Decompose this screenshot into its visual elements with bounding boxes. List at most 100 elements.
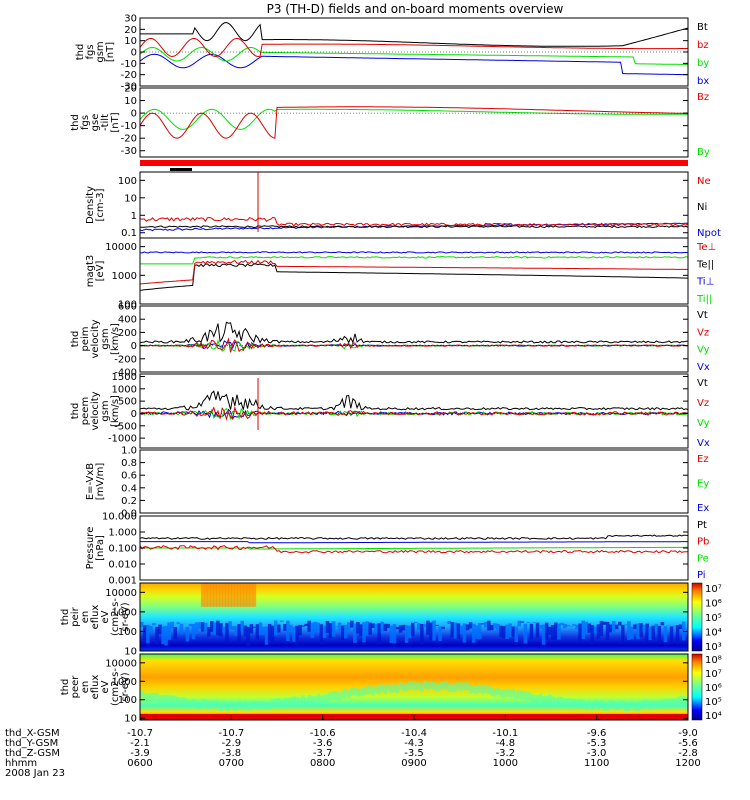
legend-entry: Ni xyxy=(697,202,707,213)
x-tick-label: -3.7 xyxy=(313,748,333,759)
spectrogram-texture xyxy=(557,623,561,640)
y-axis-label: thd fgs gse -tilt [nT] xyxy=(70,112,121,132)
legend-entry: Vx xyxy=(697,362,710,373)
spectrogram-texture xyxy=(453,683,458,692)
y-tick-label: -30 xyxy=(121,82,137,93)
x-tick-label: 1000 xyxy=(493,758,518,769)
spectrogram-texture xyxy=(596,701,601,710)
spectrogram-texture xyxy=(362,622,366,643)
spectrogram-texture xyxy=(185,626,190,642)
plot-frame xyxy=(139,373,689,449)
spectrogram-texture xyxy=(487,686,491,694)
colorbar-tick-label: 10⁸ xyxy=(705,655,722,666)
spectrogram-texture xyxy=(429,622,433,641)
y-axis-label-line: (cm2-s- xyxy=(110,598,121,636)
spectrogram-texture xyxy=(398,681,403,690)
y-axis-label-line: -tilt xyxy=(100,114,111,131)
spectrogram-texture xyxy=(654,623,659,633)
spectrogram-texture xyxy=(340,690,345,699)
spectrogram-texture xyxy=(304,697,308,706)
spectrogram-texture xyxy=(228,701,232,710)
spectrogram-texture xyxy=(234,625,238,636)
y-tick-label: 10 xyxy=(124,714,137,725)
spectrogram-texture xyxy=(246,626,251,646)
series-line xyxy=(140,112,688,153)
y-tick-label: -10 xyxy=(121,59,137,70)
spectrogram-texture xyxy=(560,696,564,705)
spectrogram-texture xyxy=(645,623,649,643)
spectrogram-texture xyxy=(301,695,305,704)
spectrogram-texture xyxy=(316,622,321,631)
spectrogram-texture xyxy=(389,685,394,693)
spectrogram-texture xyxy=(213,700,217,709)
spectrogram-texture xyxy=(222,626,226,633)
spectrogram-texture xyxy=(210,700,214,709)
spectrogram-texture xyxy=(322,694,327,703)
spectrogram-texture xyxy=(435,683,439,692)
spectrogram-texture xyxy=(669,626,674,644)
spectrogram-texture xyxy=(538,624,543,629)
spectrogram-texture xyxy=(520,691,525,700)
plot-area xyxy=(140,654,689,720)
spectrogram-texture xyxy=(547,626,552,635)
spectrogram-texture xyxy=(267,623,272,643)
spectrogram-texture xyxy=(596,624,601,639)
spectrogram-texture xyxy=(414,682,418,691)
y-axis-label-line: [eV] xyxy=(95,261,106,282)
spectrogram-texture xyxy=(240,583,245,607)
spectrogram-texture xyxy=(429,681,433,690)
spectrogram-texture xyxy=(353,687,357,696)
y-tick-label: 0.100 xyxy=(108,544,137,555)
spectrogram-texture xyxy=(529,693,534,702)
spectrogram-texture xyxy=(471,685,476,694)
spectrogram-texture xyxy=(206,627,211,637)
y-axis-label-line: [km/s] xyxy=(110,323,121,355)
spectrogram-texture xyxy=(426,620,430,635)
spectrogram-texture xyxy=(216,620,220,636)
series-line xyxy=(139,53,689,76)
spectrogram-texture xyxy=(404,683,409,692)
spectrogram-texture xyxy=(206,583,211,607)
spectrogram-texture xyxy=(544,622,549,641)
spectrogram-texture xyxy=(630,700,634,709)
y-tick-label: 0.1 xyxy=(121,228,137,239)
spectrogram-texture xyxy=(456,681,461,690)
spectrogram-texture xyxy=(240,620,245,632)
plot-frame xyxy=(139,449,689,514)
spectrogram-texture xyxy=(423,680,427,689)
y-tick-label: 0 xyxy=(131,409,137,420)
y-tick-label: 0.001 xyxy=(108,576,137,587)
y-tick-label: 100 xyxy=(118,695,137,706)
y-axis-label-line: eflux xyxy=(90,605,101,630)
spectrogram-texture xyxy=(471,623,476,643)
spectrogram-texture xyxy=(511,626,515,637)
y-axis-label-line: gsm xyxy=(100,328,111,349)
spectrogram-texture xyxy=(401,683,406,692)
spectrogram-texture xyxy=(627,621,631,641)
spectrogram-texture xyxy=(666,699,671,708)
spectrogram-texture xyxy=(496,687,500,696)
spectrogram-texture xyxy=(547,694,552,703)
spectrogram-texture xyxy=(678,624,683,630)
spectrogram-texture xyxy=(614,702,619,711)
y-tick-label: -10 xyxy=(121,121,137,132)
y-axis-label-line: eV xyxy=(100,610,111,623)
y-tick-label: 10 xyxy=(124,193,137,204)
colorbar-tick-label: 10⁶ xyxy=(705,683,722,694)
y-tick-label: -1000 xyxy=(108,434,137,445)
spectrogram-texture xyxy=(380,621,385,634)
y-tick-label: 0.6 xyxy=(121,471,137,482)
spectrogram-texture xyxy=(554,622,558,640)
legend-entry: Vt xyxy=(697,310,708,321)
series-line xyxy=(139,390,689,411)
x-tick-label: -5.6 xyxy=(678,738,698,749)
plot-area xyxy=(139,21,689,76)
spectrogram-texture xyxy=(487,620,491,631)
y-axis-label-line: thd xyxy=(60,609,71,626)
y-axis-label-line: [nT] xyxy=(110,112,121,132)
spectrogram-texture xyxy=(292,626,296,642)
spectrogram-texture xyxy=(307,695,311,703)
spectrogram-texture xyxy=(225,583,229,607)
spectrogram-texture xyxy=(176,697,181,706)
